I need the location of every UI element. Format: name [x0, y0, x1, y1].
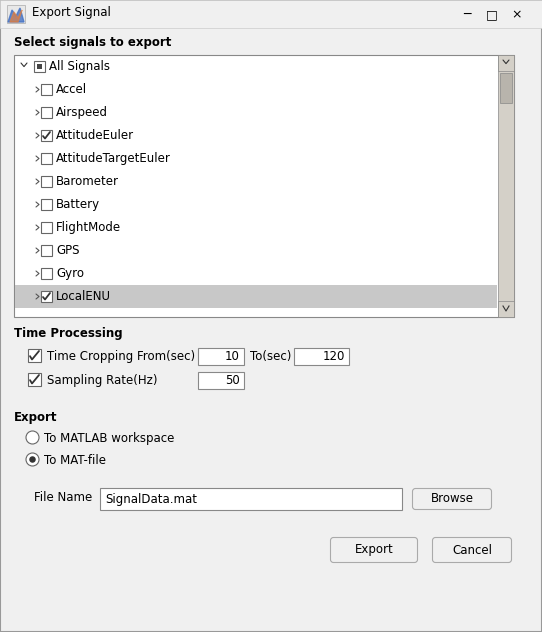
Bar [37, 64, 42, 70]
Text: Gyro: Gyro [56, 267, 84, 280]
Text: Export: Export [354, 544, 393, 557]
Bar [41, 291, 52, 302]
Bar [498, 55, 514, 71]
Bar [14, 55, 514, 317]
Text: ×: × [512, 8, 522, 21]
Bar [498, 55, 514, 317]
FancyBboxPatch shape [433, 537, 512, 562]
Bar [41, 84, 52, 95]
Bar [41, 199, 52, 210]
Text: Barometer: Barometer [56, 175, 119, 188]
Text: All Signals: All Signals [49, 60, 110, 73]
FancyBboxPatch shape [331, 537, 417, 562]
Bar [41, 268, 52, 279]
Text: AttitudeEuler: AttitudeEuler [56, 129, 134, 142]
Text: 10: 10 [225, 350, 240, 363]
Text: To MATLAB workspace: To MATLAB workspace [44, 432, 175, 445]
Text: Export Signal: Export Signal [32, 6, 111, 19]
Bar [41, 245, 52, 256]
Text: LocalENU: LocalENU [56, 290, 111, 303]
Text: Accel: Accel [56, 83, 87, 96]
FancyBboxPatch shape [412, 489, 492, 509]
Text: To MAT-file: To MAT-file [44, 454, 106, 467]
Text: GPS: GPS [56, 244, 80, 257]
Text: Time Processing: Time Processing [14, 327, 122, 340]
Bar [41, 222, 52, 233]
Bar [41, 153, 52, 164]
Bar [498, 301, 514, 317]
Bar [294, 348, 349, 365]
Text: Browse: Browse [430, 492, 474, 506]
Bar [41, 130, 52, 141]
Text: FlightMode: FlightMode [56, 221, 121, 234]
Circle shape [26, 431, 39, 444]
Text: AttitudeTargetEuler: AttitudeTargetEuler [56, 152, 171, 165]
Bar [198, 372, 244, 389]
Text: Sampling Rate(Hz): Sampling Rate(Hz) [47, 374, 158, 387]
Text: ─: ─ [463, 8, 471, 21]
Text: Export: Export [14, 411, 57, 424]
Bar [15, 285, 497, 308]
Bar [0, 0, 542, 28]
Bar [28, 349, 41, 362]
Bar [7, 5, 25, 23]
Circle shape [26, 453, 39, 466]
Text: To(sec): To(sec) [250, 350, 292, 363]
Bar [41, 107, 52, 118]
Bar [100, 488, 402, 510]
Text: Cancel: Cancel [452, 544, 492, 557]
Text: 50: 50 [225, 374, 240, 387]
Text: Battery: Battery [56, 198, 100, 211]
Bar [34, 61, 45, 72]
Text: 120: 120 [322, 350, 345, 363]
Text: SignalData.mat: SignalData.mat [105, 492, 197, 506]
Bar [41, 176, 52, 187]
Bar [28, 373, 41, 386]
Text: Time Cropping From(sec): Time Cropping From(sec) [47, 350, 195, 363]
Text: Airspeed: Airspeed [56, 106, 108, 119]
Circle shape [29, 456, 36, 463]
Polygon shape [10, 10, 22, 22]
Polygon shape [8, 8, 24, 22]
Bar [198, 348, 244, 365]
Text: □: □ [486, 8, 498, 21]
Text: Select signals to export: Select signals to export [14, 36, 171, 49]
Bar [500, 73, 512, 103]
Text: File Name: File Name [34, 491, 92, 504]
